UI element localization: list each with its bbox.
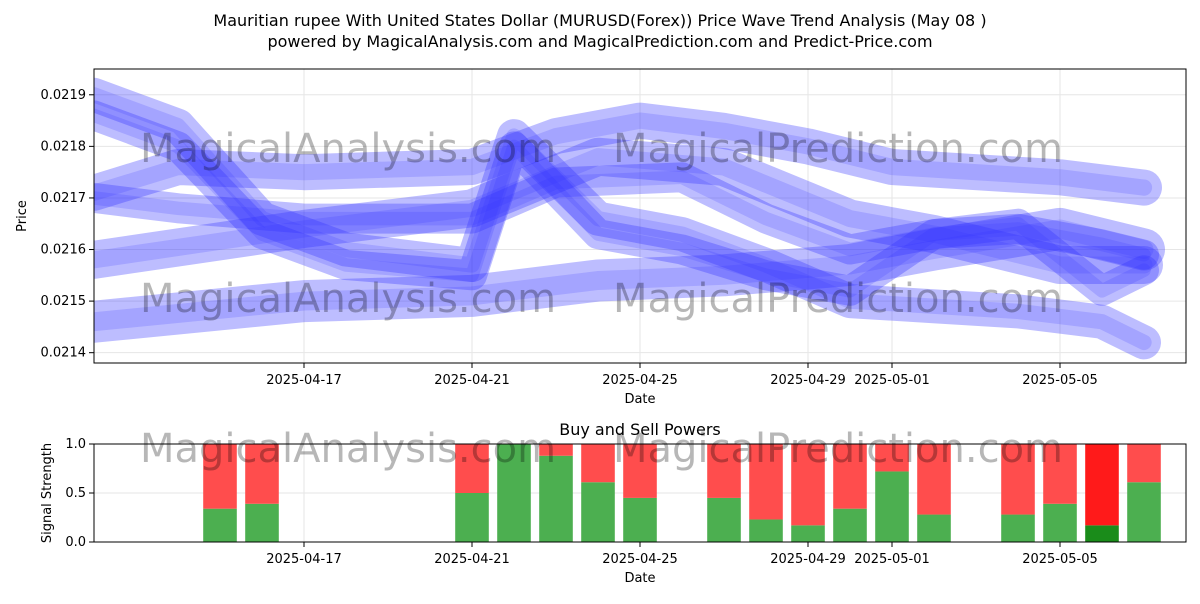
price-wave-core-4 <box>94 87 1152 351</box>
buy-bar <box>707 497 741 542</box>
buy-bar <box>245 503 279 542</box>
sell-bar <box>1085 444 1119 526</box>
buy-bar <box>1127 482 1161 542</box>
watermark-prediction: MagicalPrediction.com <box>613 126 1063 172</box>
buy-bar <box>581 482 615 542</box>
sell-bar <box>917 444 951 515</box>
sell-bar <box>539 444 573 456</box>
sell-bar <box>623 444 657 498</box>
power-x-tick-label: 2025-04-17 <box>266 552 342 567</box>
price-y-tick-label: 0.0216 <box>41 243 87 258</box>
buy-bar <box>623 497 657 542</box>
watermark-analysis-2: MagicalAnalysis.com <box>140 276 556 322</box>
power-x-tick-label: 2025-04-29 <box>770 552 846 567</box>
price-wave-series-1 <box>94 137 1163 284</box>
sell-bar <box>581 444 615 483</box>
sell-bar <box>455 444 489 493</box>
buy-bar <box>203 508 237 542</box>
price-watermarks: MagicalAnalysis.com MagicalPrediction.co… <box>140 126 1063 322</box>
sell-bar <box>1127 444 1161 483</box>
power-chart: Buy and Sell Powers MagicalAnalysis.com … <box>40 420 1187 586</box>
price-y-tick-label: 0.0219 <box>41 88 87 103</box>
power-x-ticks: 2025-04-17 2025-04-21 2025-04-25 2025-04-29… <box>266 542 1098 567</box>
power-x-tick-label: 2025-04-21 <box>434 552 510 567</box>
power-x-label: Date <box>624 571 655 586</box>
figure-title: Mauritian rupee With United States Dolla… <box>213 11 986 30</box>
buy-bar <box>875 471 909 542</box>
price-grid <box>94 69 1186 363</box>
figure-subtitle: powered by MagicalAnalysis.com and Magic… <box>267 32 932 51</box>
power-y-label: Signal Strength <box>40 443 55 543</box>
sell-bar <box>875 444 909 472</box>
buy-bar <box>791 525 825 542</box>
price-wave-series-2 <box>94 102 1162 211</box>
price-wave-core-0 <box>94 219 1154 332</box>
sell-bar <box>1001 444 1035 515</box>
price-y-tick-label: 0.0217 <box>41 191 87 206</box>
buy-bar <box>833 508 867 542</box>
sell-bar <box>1043 444 1077 504</box>
power-watermarks: MagicalAnalysis.com MagicalPrediction.co… <box>140 426 1063 472</box>
power-x-tick-label: 2025-05-01 <box>854 552 930 567</box>
price-wave-core-5 <box>94 108 1151 298</box>
sell-bar <box>707 444 741 498</box>
price-x-tick-label: 2025-05-01 <box>854 373 930 388</box>
price-x-label: Date <box>624 392 655 407</box>
power-x-tick-label: 2025-05-05 <box>1022 552 1098 567</box>
price-wave-core-1 <box>94 148 1153 274</box>
price-x-tick-label: 2025-04-25 <box>602 373 678 388</box>
power-bars <box>203 444 1161 542</box>
price-wave-core-3 <box>94 170 1151 262</box>
price-wave-core-2 <box>94 112 1153 201</box>
power-y-tick-label: 1.0 <box>65 437 86 452</box>
price-wave-series-4 <box>94 77 1161 360</box>
price-wave-series-0 <box>94 207 1165 343</box>
power-x-tick-label: 2025-04-25 <box>602 552 678 567</box>
buy-bar <box>917 514 951 542</box>
power-y-tick-label: 0.5 <box>65 486 86 501</box>
sell-bar <box>833 444 867 509</box>
buy-bar <box>1085 525 1119 542</box>
price-y-tick-label: 0.0218 <box>41 139 87 154</box>
price-x-tick-label: 2025-05-05 <box>1022 373 1098 388</box>
price-y-tick-label: 0.0215 <box>41 294 87 309</box>
buy-bar <box>749 519 783 542</box>
price-x-ticks: 2025-04-17 2025-04-21 2025-04-25 2025-04-29… <box>266 363 1098 388</box>
power-watermark-prediction: MagicalPrediction.com <box>613 426 1063 472</box>
watermark-analysis: MagicalAnalysis.com <box>140 126 556 172</box>
price-x-tick-label: 2025-04-17 <box>266 373 342 388</box>
sell-bar <box>791 444 825 526</box>
buy-bar <box>1043 503 1077 542</box>
buy-bar <box>455 493 489 542</box>
watermark-prediction-2: MagicalPrediction.com <box>613 276 1063 322</box>
sell-bar <box>245 444 279 504</box>
power-chart-title: Buy and Sell Powers <box>559 420 721 439</box>
price-x-tick-label: 2025-04-21 <box>434 373 510 388</box>
price-waves <box>94 77 1165 360</box>
price-x-tick-label: 2025-04-29 <box>770 373 846 388</box>
price-y-ticks: 0.0214 0.0215 0.0216 0.0217 0.0218 0.0219 <box>41 88 94 361</box>
buy-bar <box>1001 514 1035 542</box>
power-watermark-analysis: MagicalAnalysis.com <box>140 426 556 472</box>
power-y-ticks: 0.0 0.5 1.0 <box>65 437 94 550</box>
price-chart: MagicalAnalysis.com MagicalPrediction.co… <box>15 68 1187 407</box>
price-y-label: Price <box>15 200 30 232</box>
price-wave-series-3 <box>94 162 1159 270</box>
power-y-tick-label: 0.0 <box>65 535 86 550</box>
sell-bar <box>749 444 783 520</box>
price-wave-series-5 <box>94 100 1159 306</box>
buy-bar <box>497 444 531 542</box>
buy-bar <box>539 455 573 542</box>
price-y-tick-label: 0.0214 <box>41 346 87 361</box>
sell-bar <box>203 444 237 509</box>
